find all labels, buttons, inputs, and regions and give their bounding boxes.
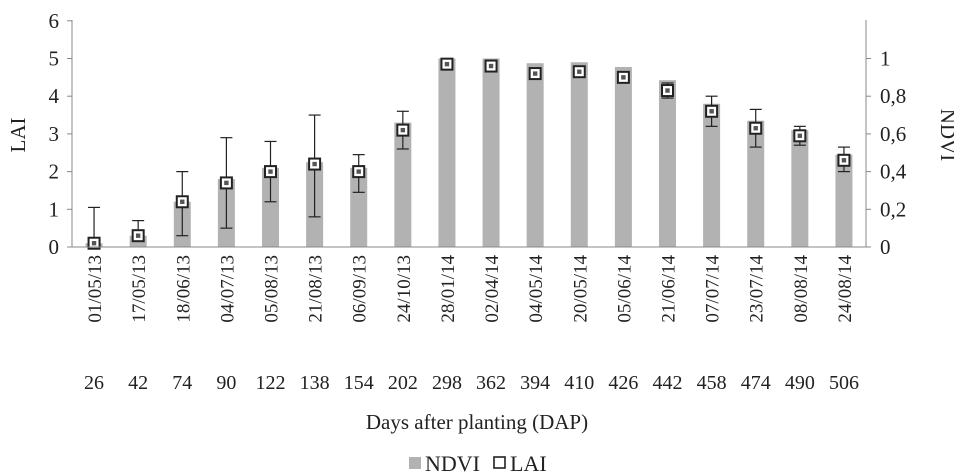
x-axis-title: Days after planting (DAP) — [366, 410, 588, 434]
left-tick-label: 6 — [49, 9, 60, 33]
ndvi-bar — [438, 58, 456, 247]
dap-label: 298 — [432, 372, 462, 394]
date-label: 07/07/14 — [703, 255, 724, 323]
ndvi-bar — [614, 66, 632, 247]
dap-label: 490 — [785, 372, 815, 394]
date-label: 21/06/14 — [659, 255, 680, 323]
dap-label: 458 — [697, 372, 727, 394]
date-label: 21/08/13 — [306, 255, 327, 323]
ndvi-bar — [659, 80, 676, 248]
dap-label: 394 — [520, 372, 550, 394]
dap-label: 426 — [608, 372, 638, 394]
dap-label: 410 — [564, 372, 594, 394]
date-label: 06/09/13 — [350, 255, 371, 323]
lai-point — [264, 165, 277, 179]
lai-point — [440, 57, 454, 71]
dap-label: 90 — [216, 372, 236, 394]
legend-ndvi-label: NDVI — [425, 451, 480, 475]
legend-ndvi-swatch — [409, 457, 421, 469]
date-label: 05/08/13 — [262, 255, 283, 323]
left-tick-label: 5 — [49, 47, 60, 71]
right-tick-label: 0,4 — [880, 160, 907, 184]
right-axis-ticks: 0 0,2 0,4 0,6 0,8 1 — [866, 47, 907, 259]
dap-label: 74 — [172, 372, 192, 394]
right-tick-label: 0,8 — [880, 84, 906, 108]
ndvi-bar — [350, 167, 368, 247]
date-label: 18/06/13 — [173, 255, 194, 323]
ndvi-bar — [570, 62, 588, 247]
lai-point — [705, 104, 719, 118]
ndvi-bar — [482, 58, 500, 247]
dap-label: 138 — [300, 372, 330, 394]
date-label: 20/05/14 — [570, 255, 591, 323]
left-tick-label: 4 — [49, 84, 60, 108]
right-tick-label: 0,6 — [880, 122, 906, 146]
lai-point — [837, 153, 851, 167]
ndvi-bar — [394, 122, 412, 247]
lai-point — [308, 157, 322, 171]
left-tick-label: 0 — [49, 235, 60, 259]
lai-point — [793, 129, 807, 143]
legend-lai-swatch — [493, 456, 506, 469]
date-label: 24/08/14 — [835, 255, 856, 323]
dap-labels: 26 42 74 90 122 138 154 202 298 362 394 410 426 442 45… — [84, 372, 859, 394]
dap-label: 42 — [128, 372, 148, 394]
lai-point — [219, 176, 233, 190]
right-tick-label: 0 — [880, 235, 891, 259]
left-axis-ticks: 0 1 2 3 4 5 6 — [49, 9, 72, 259]
lai-point — [352, 165, 366, 179]
legend: NDVI LAI — [409, 451, 547, 475]
lai-point — [131, 229, 145, 243]
lai-point — [175, 195, 189, 209]
ndvi-bar — [703, 103, 721, 248]
dap-label: 362 — [476, 372, 506, 394]
dap-label: 122 — [256, 372, 286, 394]
date-labels: 01/05/13 17/05/13 18/06/13 04/07/13 05/08/13… — [85, 255, 856, 323]
dap-label: 506 — [829, 372, 859, 394]
right-tick-label: 1 — [880, 47, 891, 71]
date-label: 02/04/14 — [482, 255, 503, 323]
date-label: 28/01/14 — [438, 255, 459, 323]
left-tick-label: 2 — [49, 160, 60, 184]
ndvi-bar — [791, 130, 809, 247]
dap-label: 26 — [84, 372, 104, 394]
left-tick-label: 3 — [49, 122, 60, 146]
legend-lai-label: LAI — [510, 451, 547, 475]
lai-point — [484, 59, 498, 73]
date-label: 04/07/13 — [217, 255, 238, 323]
date-label: 24/10/13 — [394, 255, 415, 323]
left-axis-title: LAI — [6, 118, 30, 153]
ndvi-bars — [85, 58, 853, 248]
lai-point — [572, 65, 586, 79]
lai-error-bars — [88, 82, 850, 244]
ndvi-bar — [747, 120, 765, 247]
right-tick-label: 0,2 — [880, 197, 906, 221]
ndvi-bar — [262, 167, 279, 247]
axes — [71, 20, 867, 248]
date-label: 17/05/13 — [129, 255, 150, 323]
lai-point — [528, 67, 542, 81]
date-label: 08/08/14 — [791, 255, 812, 323]
lai-points — [87, 57, 851, 250]
date-label: 04/05/14 — [526, 255, 547, 323]
ndvi-bar — [526, 63, 544, 248]
date-label: 01/05/13 — [85, 255, 106, 323]
left-tick-label: 1 — [49, 197, 60, 221]
lai-point — [616, 70, 630, 84]
lai-point — [661, 84, 674, 98]
lai-point — [87, 236, 101, 250]
dap-label: 202 — [388, 372, 418, 394]
right-axis-title: NDVI — [936, 109, 954, 162]
dap-label: 474 — [741, 372, 771, 394]
dap-label: 442 — [653, 372, 683, 394]
lai-point — [749, 121, 763, 135]
date-label: 23/07/14 — [747, 255, 768, 323]
date-label: 05/06/14 — [614, 255, 635, 323]
ndvi-bar — [835, 154, 853, 247]
lai-point — [396, 123, 410, 137]
dap-label: 154 — [344, 372, 374, 394]
